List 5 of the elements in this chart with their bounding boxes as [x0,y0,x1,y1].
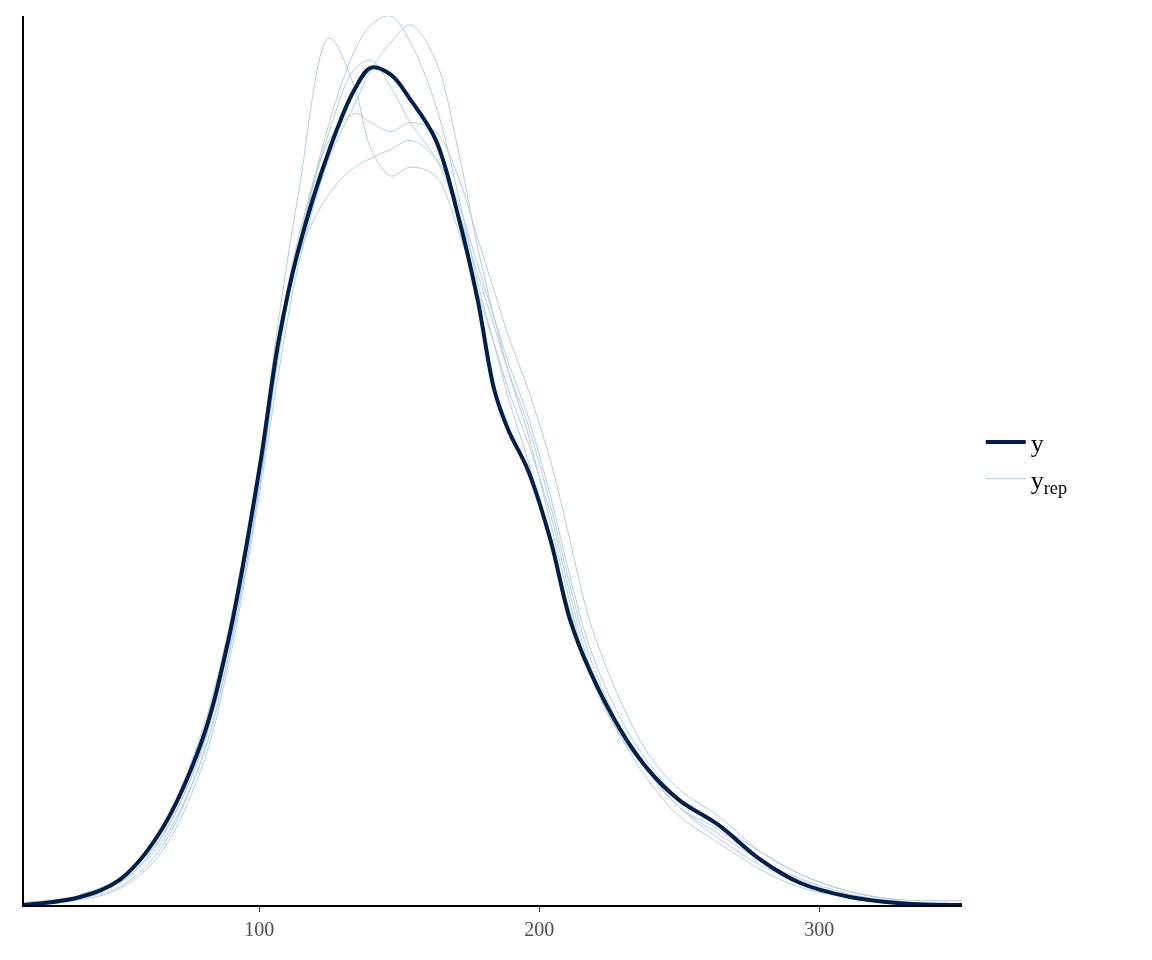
x-tick-label: 200 [524,917,555,940]
legend-label: y [1030,429,1044,459]
x-tick-label: 100 [244,917,275,940]
x-tick-label: 300 [804,917,835,940]
legend-label: y$_{rep}$ [1030,465,1067,499]
